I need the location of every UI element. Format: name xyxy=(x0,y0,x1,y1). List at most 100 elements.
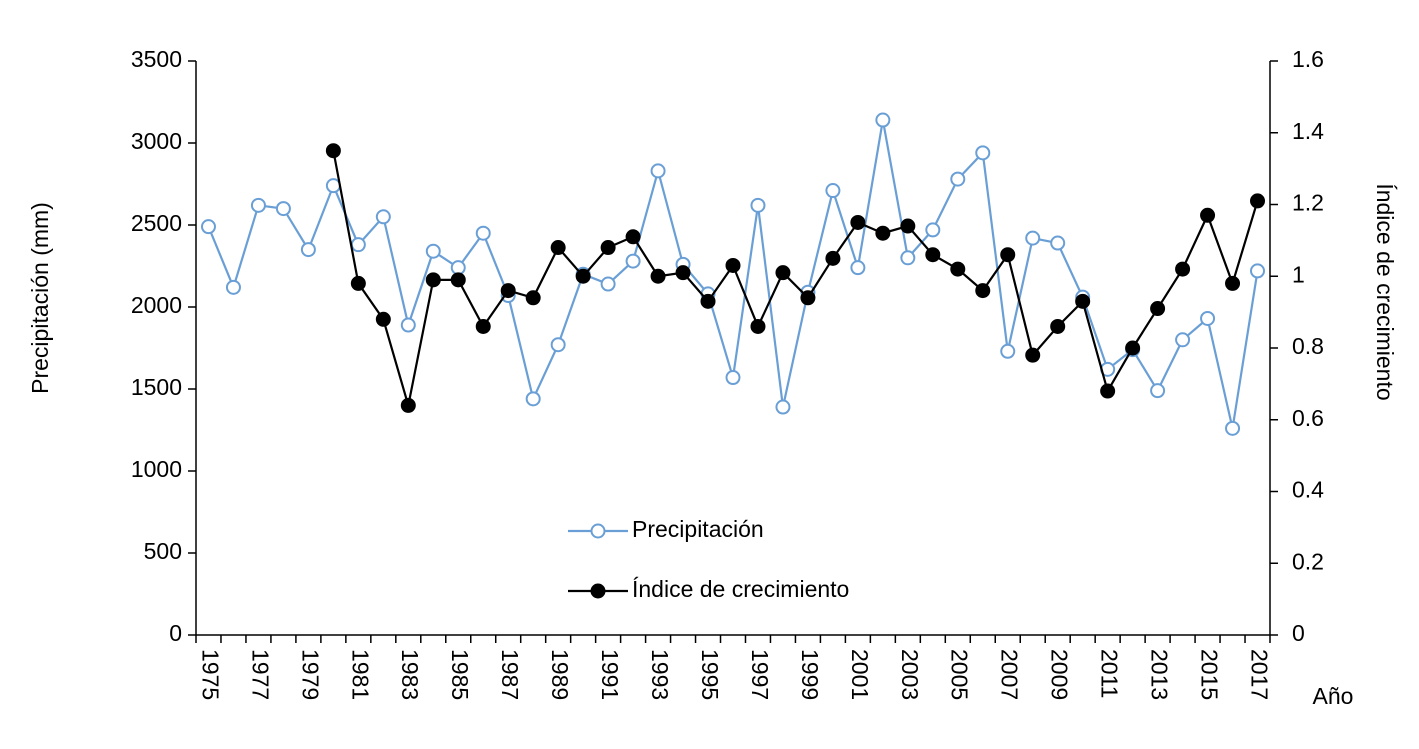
data-point xyxy=(650,163,666,179)
x-tick-label: 2009 xyxy=(1047,649,1073,700)
data-point xyxy=(1050,318,1066,334)
data-point xyxy=(350,275,366,291)
x-tick-label: 1993 xyxy=(647,649,673,700)
data-point xyxy=(1125,340,1141,356)
data-point xyxy=(1000,343,1016,359)
x-tick-label: 1985 xyxy=(447,649,473,700)
y-tick-label: 2000 xyxy=(131,292,182,318)
data-point xyxy=(775,265,791,281)
x-tick-label: 1983 xyxy=(397,649,423,700)
y2-axis-label: Índice de crecimiento xyxy=(1372,183,1398,400)
x-tick-label: 1997 xyxy=(747,649,773,700)
data-point xyxy=(525,391,541,407)
y2-tick-label: 1.6 xyxy=(1292,46,1324,72)
data-point xyxy=(750,197,766,213)
data-point xyxy=(800,290,816,306)
y2-tick-label: 0 xyxy=(1292,620,1305,646)
y-tick-label: 500 xyxy=(144,538,182,564)
y2-tick-label: 1.4 xyxy=(1292,118,1324,144)
data-point xyxy=(1250,193,1266,209)
x-tick-label: 1975 xyxy=(197,649,223,700)
y2-tick-label: 0.6 xyxy=(1292,405,1324,431)
data-point xyxy=(850,260,866,276)
data-point xyxy=(375,311,391,327)
data-point xyxy=(425,272,441,288)
x-tick-label: 2017 xyxy=(1246,649,1272,700)
data-point xyxy=(775,399,791,415)
data-point xyxy=(675,265,691,281)
data-point xyxy=(500,283,516,299)
x-tick-label: 1999 xyxy=(797,649,823,700)
data-point xyxy=(950,261,966,277)
data-point xyxy=(550,240,566,256)
data-point xyxy=(300,242,316,258)
data-point xyxy=(1175,261,1191,277)
data-point xyxy=(825,250,841,266)
x-tick-label: 1987 xyxy=(497,649,523,700)
legend-marker xyxy=(590,523,606,539)
data-point xyxy=(275,201,291,217)
data-point xyxy=(1100,383,1116,399)
data-point xyxy=(625,253,641,269)
data-point xyxy=(475,225,491,241)
data-point xyxy=(600,276,616,292)
data-point xyxy=(850,214,866,230)
data-point xyxy=(1175,332,1191,348)
data-point xyxy=(725,257,741,273)
x-tick-label: 1977 xyxy=(247,649,273,700)
data-point xyxy=(650,268,666,284)
y2-tick-label: 1.2 xyxy=(1292,190,1324,216)
data-point xyxy=(1225,275,1241,291)
data-point xyxy=(450,272,466,288)
data-point xyxy=(525,290,541,306)
data-point xyxy=(900,250,916,266)
x-tick-label: 1981 xyxy=(347,649,373,700)
data-point xyxy=(1075,293,1091,309)
data-point xyxy=(600,240,616,256)
data-point xyxy=(1025,230,1041,246)
y2-tick-label: 1 xyxy=(1292,261,1305,287)
data-point xyxy=(1225,420,1241,436)
legend-label: Precipitación xyxy=(632,516,764,542)
y2-tick-label: 0.4 xyxy=(1292,477,1324,503)
data-point xyxy=(1200,207,1216,223)
data-point xyxy=(975,283,991,299)
data-point xyxy=(375,209,391,225)
data-point xyxy=(725,370,741,386)
data-point xyxy=(875,225,891,241)
y-tick-label: 0 xyxy=(169,620,182,646)
data-point xyxy=(475,318,491,334)
data-point xyxy=(1025,347,1041,363)
y2-tick-label: 0.2 xyxy=(1292,548,1324,574)
data-point xyxy=(1000,247,1016,263)
data-point xyxy=(325,178,341,194)
data-point xyxy=(550,337,566,353)
data-point xyxy=(325,143,341,159)
data-point xyxy=(1150,301,1166,317)
x-axis-label: Año xyxy=(1313,683,1354,709)
y-tick-label: 1000 xyxy=(131,456,182,482)
data-point xyxy=(350,237,366,253)
legend-label: Índice de crecimiento xyxy=(632,576,849,602)
y2-tick-label: 0.8 xyxy=(1292,333,1324,359)
data-point xyxy=(975,145,991,161)
data-point xyxy=(425,243,441,259)
y-axis-label: Precipitación (mm) xyxy=(27,202,53,394)
x-tick-label: 2015 xyxy=(1196,649,1222,700)
x-tick-label: 2001 xyxy=(847,649,873,700)
y-tick-label: 2500 xyxy=(131,210,182,236)
data-point xyxy=(400,317,416,333)
y-tick-label: 3500 xyxy=(131,46,182,72)
data-point xyxy=(225,279,241,295)
data-point xyxy=(825,183,841,199)
data-point xyxy=(950,171,966,187)
data-point xyxy=(925,247,941,263)
data-point xyxy=(700,293,716,309)
x-tick-label: 2011 xyxy=(1097,649,1123,698)
data-point xyxy=(400,397,416,413)
data-point xyxy=(925,222,941,238)
data-point xyxy=(625,229,641,245)
legend-marker xyxy=(590,583,606,599)
series-line xyxy=(332,150,1259,406)
